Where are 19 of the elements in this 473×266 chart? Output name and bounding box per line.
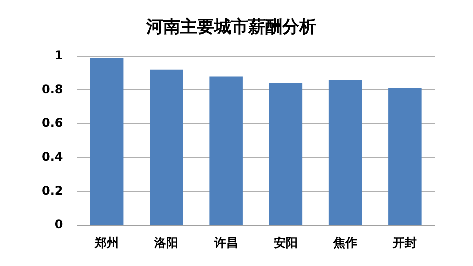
y-tick-label: 1 (54, 48, 64, 63)
x-tick-label: 许昌 (213, 236, 238, 250)
x-tick-label: 安阳 (274, 236, 298, 250)
y-tick-label: 0.8 (42, 82, 64, 96)
bar (150, 70, 184, 226)
chart-title: 河南主要城市薪酬分析 (146, 18, 316, 38)
x-tick-label: 焦作 (332, 236, 358, 250)
bar (328, 80, 362, 226)
x-tick-label: 郑州 (94, 236, 120, 250)
bar (90, 58, 124, 226)
bar (269, 83, 303, 226)
x-tick-label: 洛阳 (154, 236, 179, 250)
y-tick-label: 0.2 (42, 184, 64, 198)
y-tick-label: 0.6 (42, 116, 64, 130)
bar (388, 88, 422, 226)
y-tick-label: 0.4 (42, 150, 64, 164)
y-tick-label: 0 (54, 218, 64, 232)
bar (210, 76, 243, 226)
x-tick-label: 开封 (392, 236, 418, 250)
